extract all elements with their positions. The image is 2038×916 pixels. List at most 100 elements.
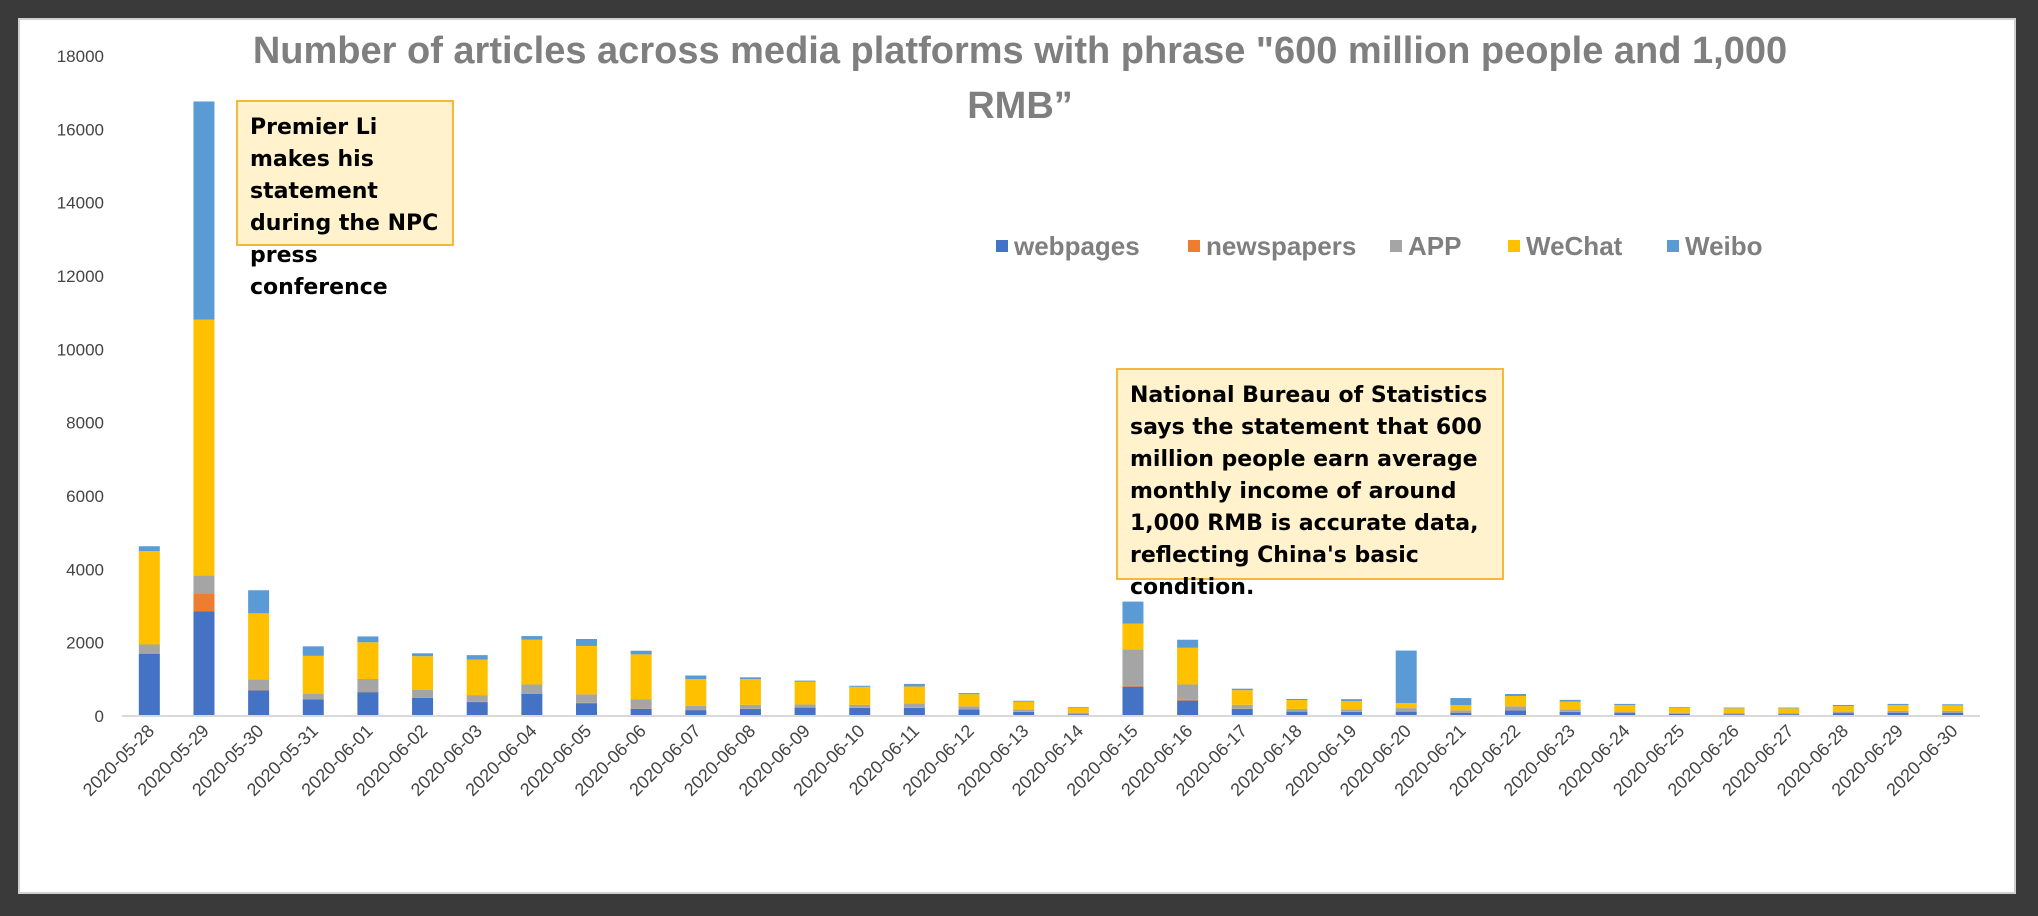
bar-segment-webpages	[1887, 712, 1909, 716]
y-tick-label: 18000	[57, 47, 104, 66]
chart-title-line-2: RMB”	[967, 85, 1073, 127]
bar-segment-webpages	[138, 653, 160, 716]
bar-segment-webpages	[1668, 713, 1690, 716]
bar-segment-webpages	[1450, 712, 1472, 716]
bar-segment-weibo	[794, 680, 816, 682]
chart-frame: Number of articles across media platform…	[18, 18, 2016, 894]
bar-segment-app	[1450, 710, 1472, 713]
bar-segment-app	[412, 689, 434, 698]
bar-segment-webpages	[357, 692, 379, 716]
bar-segment-weibo	[248, 590, 270, 614]
bar-segment-webpages	[521, 694, 543, 716]
bar-segment-app	[1395, 708, 1417, 712]
bar-segment-newspapers	[1122, 685, 1144, 687]
bar-segment-webpages	[1341, 711, 1363, 716]
legend-label-app: APP	[1408, 231, 1461, 261]
bar-segment-app	[1013, 709, 1035, 712]
bar-segment-weibo	[1559, 699, 1581, 702]
bar-segment-weibo	[193, 101, 215, 320]
legend-swatch-newspapers	[1188, 240, 1200, 252]
bar-segment-weibo	[903, 683, 925, 687]
bar-segment-wechat	[138, 551, 160, 645]
bar-segment-weibo	[302, 646, 324, 656]
bar-segment-webpages	[1832, 713, 1854, 716]
bar-segment-wechat	[1832, 706, 1854, 712]
bar-segment-weibo	[1286, 698, 1308, 701]
bar-segment-wechat	[302, 655, 324, 694]
y-tick-label: 8000	[66, 414, 104, 433]
bar-segment-weibo	[1832, 705, 1854, 707]
y-tick-label: 6000	[66, 487, 104, 506]
bar-segment-weibo	[958, 693, 980, 695]
bar-segment-wechat	[630, 654, 652, 700]
bar-segment-weibo	[685, 675, 707, 680]
bar-segment-webpages	[1177, 700, 1199, 716]
bar-segment-wechat	[739, 679, 761, 705]
bar-segment-wechat	[685, 679, 707, 706]
bar-segment-wechat	[1778, 708, 1800, 714]
bar-segment-app	[1778, 713, 1800, 715]
bar-segment-webpages	[466, 702, 488, 716]
bar-segment-app	[1614, 711, 1636, 714]
annotation-premier-li: Premier Li makes his statement during th…	[236, 100, 454, 300]
bar-segment-weibo	[1887, 703, 1909, 705]
bar-segment-weibo	[1450, 698, 1472, 706]
bar-segment-weibo	[849, 685, 871, 687]
bar-segment-wechat	[849, 686, 871, 705]
y-tick-label: 14000	[57, 194, 104, 213]
bar-segment-weibo	[1231, 688, 1253, 691]
bar-segment-app	[1231, 704, 1253, 709]
bar-segment-wechat	[1559, 701, 1581, 710]
bar-segment-app	[1177, 684, 1199, 700]
bar-segment-newspapers	[521, 693, 543, 694]
bar-segment-webpages	[1614, 713, 1636, 716]
bar-segment-weibo	[1013, 700, 1035, 702]
bar-segment-app	[849, 704, 871, 708]
y-tick-label: 0	[95, 707, 104, 726]
bar-segment-weibo	[466, 655, 488, 660]
bar-segment-wechat	[1286, 700, 1308, 709]
bar-segment-webpages	[1395, 711, 1417, 716]
bar-segment-wechat	[466, 659, 488, 696]
y-tick-label: 12000	[57, 267, 104, 286]
bar-segment-wechat	[1668, 707, 1690, 713]
legend-label-weibo: Weibo	[1685, 231, 1763, 261]
bar-segment-app	[357, 678, 379, 692]
bar-segment-weibo	[1942, 704, 1964, 706]
chart-title: Number of articles across media platform…	[253, 30, 1787, 127]
bar-segment-app	[1122, 649, 1144, 686]
bar-segment-app	[302, 693, 324, 700]
y-tick-label: 16000	[57, 120, 104, 139]
bar-segment-webpages	[248, 690, 270, 716]
bar-segment-app	[1286, 708, 1308, 712]
bar-segment-wechat	[1723, 708, 1745, 714]
bar-segment-app	[958, 706, 980, 710]
bar-segment-weibo	[1395, 650, 1417, 703]
bar-segment-weibo	[1668, 707, 1690, 708]
annotation-nbs: National Bureau of Statistics says the s…	[1116, 368, 1504, 600]
y-tick-label: 10000	[57, 340, 104, 359]
bar-segment-wechat	[357, 642, 379, 679]
bar-segment-wechat	[1614, 705, 1636, 712]
bar-segment-app	[1505, 706, 1526, 711]
legend-label-newspapers: newspapers	[1206, 231, 1356, 261]
bar-segment-app	[1942, 710, 1964, 713]
legend-label-wechat: WeChat	[1526, 231, 1623, 261]
bar-segment-app	[739, 704, 761, 709]
chart-svg: Number of articles across media platform…	[57, 30, 1980, 800]
bar-segment-newspapers	[248, 689, 270, 691]
bar-segment-app	[521, 684, 543, 694]
bar-segment-webpages	[1942, 712, 1964, 716]
bar-segment-wechat	[412, 656, 434, 690]
y-axis: 0 2000 4000 6000 8000 10000 12000 14000 16000 180…	[57, 47, 104, 726]
bar-segment-webpages	[739, 709, 761, 716]
bar-segment-webpages	[1013, 711, 1035, 716]
bar-segment-webpages	[193, 611, 215, 716]
bar-segment-app	[248, 679, 270, 690]
legend-swatch-app	[1390, 240, 1402, 252]
bar-segment-wechat	[1067, 707, 1089, 713]
bar-segment-webpages	[302, 699, 324, 716]
bar-segment-weibo	[1341, 699, 1363, 702]
bar-segment-app	[193, 575, 215, 594]
bar-segment-wechat	[1013, 701, 1035, 710]
